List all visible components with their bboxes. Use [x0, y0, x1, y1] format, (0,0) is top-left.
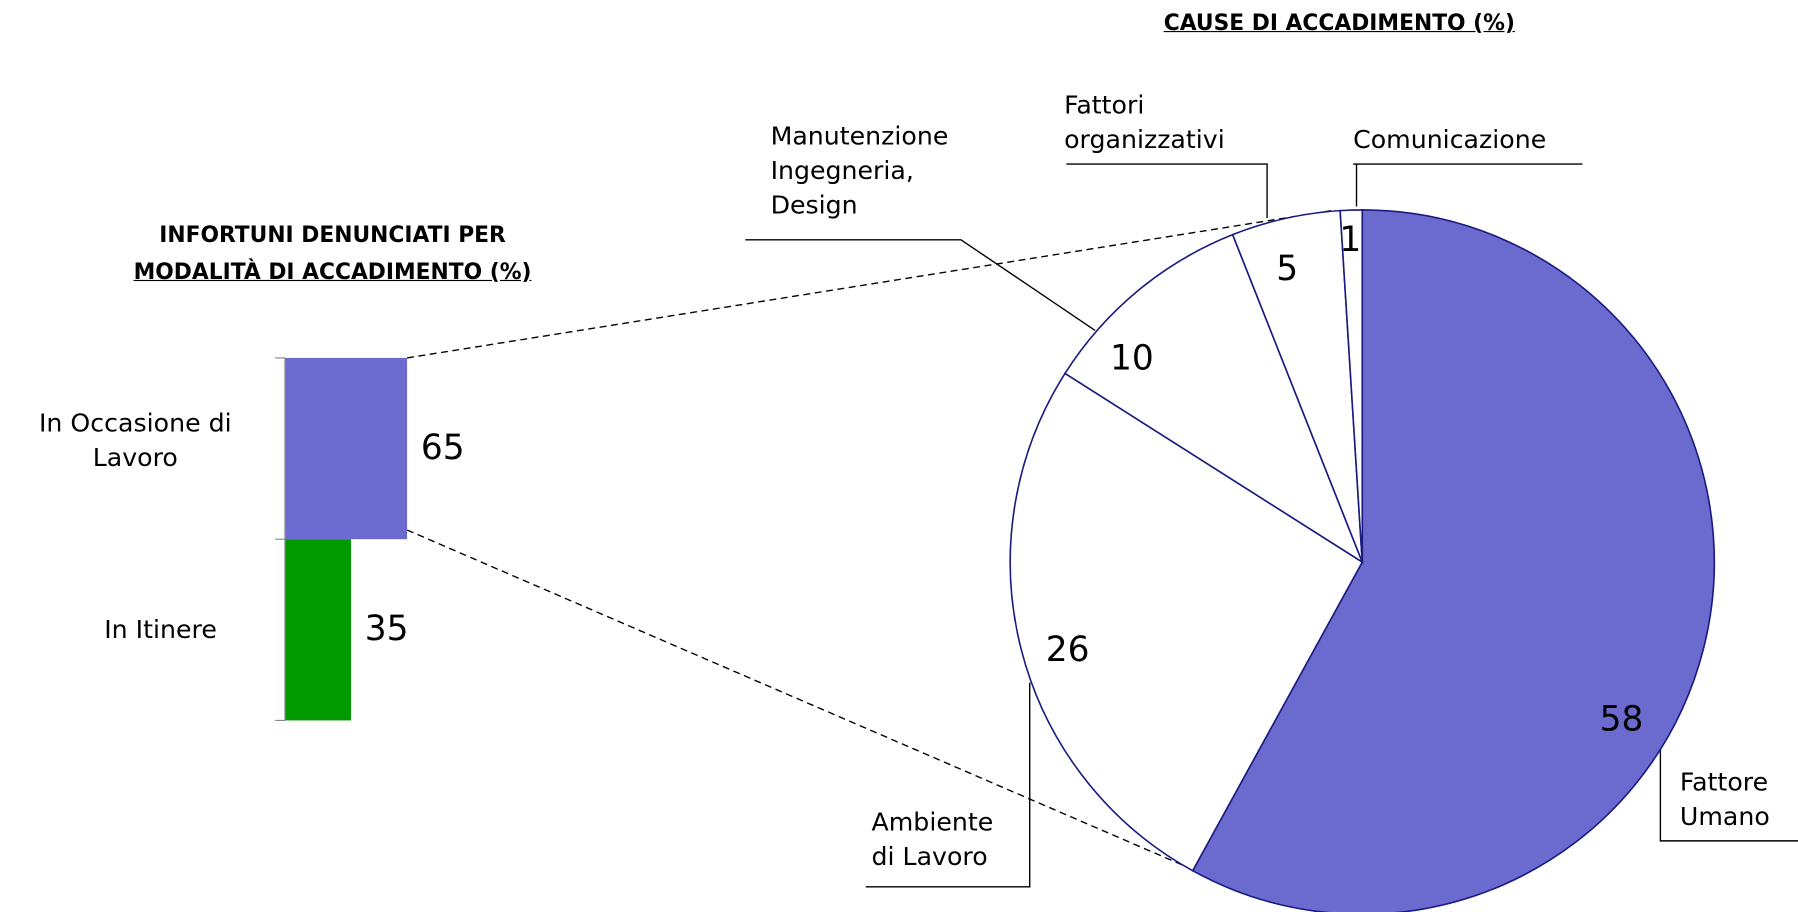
value-label: 1	[1339, 220, 1362, 261]
slice-label: Comunicazione	[1353, 126, 1547, 155]
category-label: In Itinere	[104, 616, 217, 645]
value-label: 65	[420, 427, 465, 469]
value-label: 35	[364, 609, 409, 650]
zoom-line	[406, 209, 1336, 359]
chart-title: MODALITÀ DI ACCADIMENTO (%)	[133, 259, 532, 285]
value-label: 26	[1045, 629, 1090, 670]
leader-line	[1066, 163, 1268, 218]
leader-line	[745, 239, 1096, 331]
pie-slice	[1339, 209, 1364, 563]
slice-label: Fattori organizzativi	[1064, 91, 1225, 155]
pie-slice	[1009, 372, 1364, 872]
bar	[285, 357, 408, 540]
chart-title: CAUSE DI ACCADIMENTO (%)	[1163, 10, 1515, 36]
pie-slice	[1063, 233, 1364, 565]
leader-line	[1659, 745, 1798, 842]
leader-line	[865, 682, 1031, 888]
leaders	[406, 163, 1798, 888]
value-label: 5	[1276, 248, 1299, 290]
bar	[285, 539, 351, 721]
pie-slice	[1191, 209, 1716, 912]
chart-title: INFORTUNI DENUNCIATI PER	[159, 222, 506, 248]
slice-label: Ambiente di Lavoro	[871, 808, 994, 872]
value-label: 58	[1599, 699, 1644, 740]
value-label: 10	[1109, 338, 1154, 379]
zoom-line	[406, 529, 1199, 873]
category-label: In Occasione di Lavoro	[38, 409, 232, 473]
slice-label: Manutenzione Ingegneria, Design	[770, 122, 949, 221]
slice-label: Fattore Umano	[1679, 768, 1770, 832]
